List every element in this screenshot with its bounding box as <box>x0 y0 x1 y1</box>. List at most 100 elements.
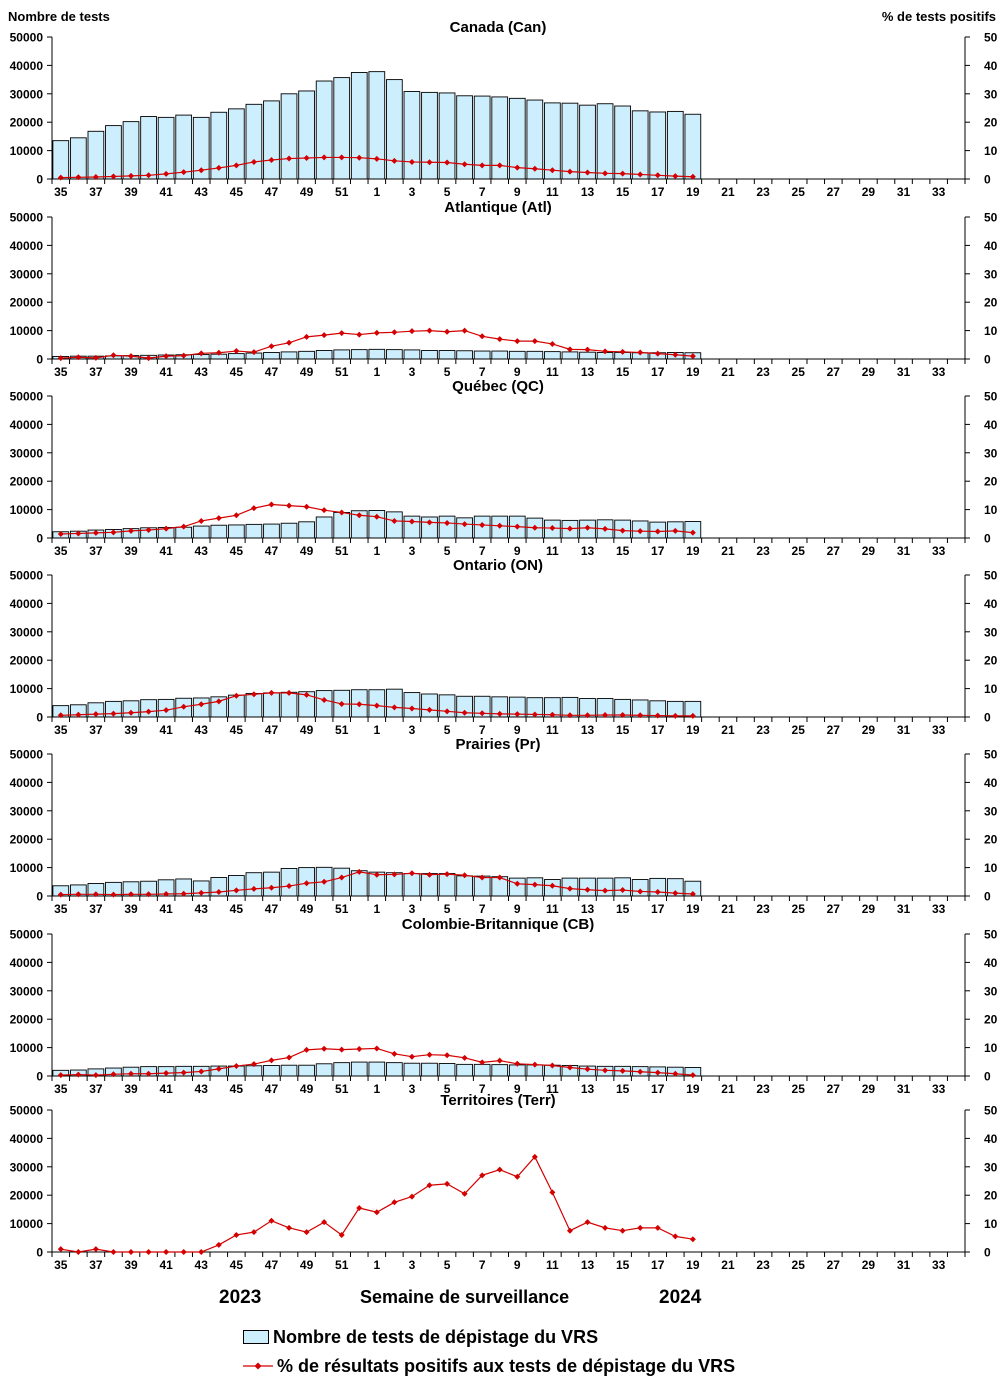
left-y-tick-label: 0 <box>36 711 43 725</box>
test-count-bar <box>333 511 351 539</box>
left-y-tick-label: 40000 <box>10 956 44 970</box>
positivity-point <box>57 355 64 362</box>
left-y-tick-label: 10000 <box>10 861 44 875</box>
test-count-bar <box>403 692 421 718</box>
positivity-point <box>180 352 187 359</box>
positivity-point <box>180 1249 187 1255</box>
x-tick-label: 21 <box>721 1258 735 1272</box>
x-tick-label: 11 <box>546 544 559 558</box>
positivity-point <box>566 1227 573 1234</box>
chart-panel-2: Atlantique (Atl)010000200003000040000500… <box>10 199 998 379</box>
x-tick-label: 49 <box>300 723 314 737</box>
positivity-point <box>92 354 99 361</box>
positivity-point <box>110 173 117 180</box>
x-tick-label: 35 <box>54 365 68 379</box>
x-tick-label: 21 <box>721 723 735 737</box>
positivity-point <box>496 522 503 529</box>
positivity-point <box>619 887 626 894</box>
test-count-bar <box>386 511 403 539</box>
right-y-tick-label: 50 <box>984 569 998 583</box>
test-count-bar <box>614 105 631 180</box>
test-count-bar <box>456 875 473 897</box>
positivity-point <box>566 346 573 353</box>
right-y-tick-label: 10 <box>984 503 998 517</box>
x-tick-label: 21 <box>721 365 735 379</box>
positivity-point <box>654 1224 661 1231</box>
x-tick-label: 7 <box>479 185 486 199</box>
test-count-bar <box>491 1064 509 1077</box>
right-y-tick-label: 30 <box>984 267 998 281</box>
x-tick-label: 45 <box>230 723 244 737</box>
test-count-bar <box>456 1063 473 1077</box>
x-tick-label: 13 <box>581 544 595 558</box>
x-tick-label: 49 <box>300 185 314 199</box>
positivity-point <box>531 1061 538 1068</box>
x-tick-label: 37 <box>89 185 103 199</box>
right-y-tick-label: 40 <box>984 59 998 73</box>
positivity-point <box>689 891 696 898</box>
left-y-tick-label: 50000 <box>10 569 44 583</box>
positivity-point <box>514 164 521 171</box>
positivity-point <box>391 704 398 711</box>
x-tick-label: 31 <box>897 902 911 916</box>
left-y-tick-label: 30000 <box>10 984 44 998</box>
test-count-bar <box>368 348 386 360</box>
x-tick-label: 39 <box>124 365 138 379</box>
left-y-tick-label: 30000 <box>10 1160 44 1174</box>
positivity-point <box>145 891 152 898</box>
x-tick-label: 25 <box>792 902 806 916</box>
test-count-bar <box>263 523 280 539</box>
test-count-bar <box>631 110 649 180</box>
positivity-point <box>321 1219 328 1226</box>
positivity-point <box>92 1246 99 1253</box>
positivity-point <box>496 710 503 717</box>
x-tick-label: 43 <box>195 185 209 199</box>
positivity-point <box>145 1070 152 1077</box>
positivity-point <box>286 339 293 346</box>
test-count-bar <box>192 697 210 718</box>
positivity-point <box>479 521 486 528</box>
x-tick-label: 15 <box>616 723 630 737</box>
positivity-point <box>426 327 433 334</box>
x-tick-label: 33 <box>932 1082 946 1096</box>
test-count-bar <box>280 868 298 897</box>
test-count-bar <box>438 350 456 360</box>
left-y-tick-label: 10000 <box>10 324 44 338</box>
x-tick-label: 1 <box>373 1082 380 1096</box>
legend-bar-swatch <box>243 1330 269 1344</box>
x-tick-label: 39 <box>124 185 138 199</box>
x-tick-label: 51 <box>335 1258 349 1272</box>
x-tick-label: 27 <box>827 723 841 737</box>
test-count-bar <box>227 108 245 180</box>
test-count-bar <box>421 693 438 718</box>
x-tick-label: 1 <box>373 723 380 737</box>
positivity-point <box>75 891 82 898</box>
positivity-point <box>602 1224 609 1231</box>
right-y-tick-label: 0 <box>984 890 991 904</box>
x-tick-label: 3 <box>409 365 416 379</box>
x-tick-label: 41 <box>159 185 173 199</box>
right-y-tick-label: 30 <box>984 804 998 818</box>
right-y-tick-label: 50 <box>984 31 998 45</box>
positivity-point <box>356 1204 363 1211</box>
positivity-point <box>250 1229 257 1236</box>
left-y-tick-label: 10000 <box>10 1217 44 1231</box>
positivity-point <box>92 174 99 181</box>
x-tick-label: 23 <box>756 185 770 199</box>
x-tick-label: 33 <box>932 723 946 737</box>
right-y-tick-label: 20 <box>984 475 998 489</box>
test-count-bar <box>192 525 210 539</box>
positivity-point <box>215 164 222 171</box>
x-tick-label: 11 <box>546 1258 559 1272</box>
left-y-tick-label: 0 <box>36 1246 43 1260</box>
test-count-bar <box>438 1063 456 1077</box>
positivity-point <box>391 1050 398 1057</box>
positivity-point <box>110 710 117 717</box>
left-y-tick-label: 40000 <box>10 239 44 253</box>
left-y-tick-label: 50000 <box>10 31 44 45</box>
positivity-point <box>479 710 486 717</box>
x-tick-label: 3 <box>409 723 416 737</box>
test-count-bar <box>386 349 403 360</box>
positivity-point <box>514 338 521 345</box>
x-tick-label: 37 <box>89 902 103 916</box>
